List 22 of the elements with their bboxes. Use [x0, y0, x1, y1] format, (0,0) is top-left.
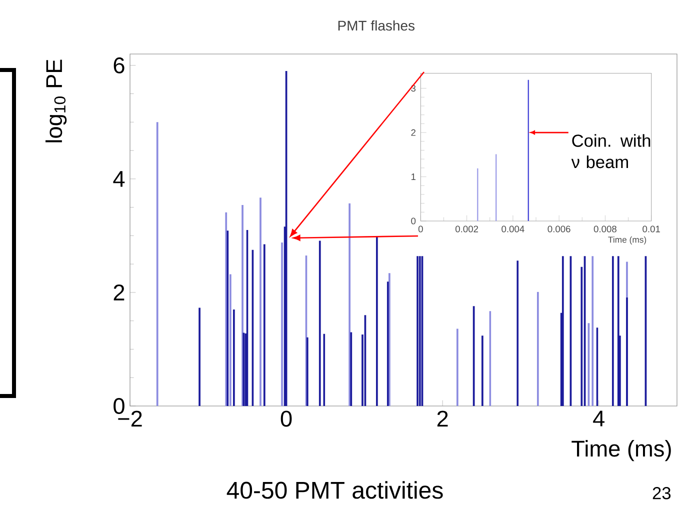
- y-tick-label: 2: [411, 129, 416, 136]
- y-tick-label: 0: [411, 218, 416, 224]
- text: 23: [652, 487, 671, 500]
- text: 40-50 PMT activities: [226, 481, 443, 499]
- x-tick-label: 0.004: [502, 226, 524, 232]
- x-tick-label: 0.01: [642, 226, 660, 232]
- y-tick-label: 6: [114, 57, 124, 74]
- x-axis-title: Time (ms): [608, 236, 646, 244]
- x-tick-label: 0.008: [594, 226, 616, 232]
- x-tick-label: 0.006: [548, 226, 570, 232]
- y-axis-title: log$_{10}$ PE: [46, 60, 67, 142]
- x-tick-label: 4: [593, 410, 604, 426]
- chart-title: PMT flashes: [338, 20, 415, 31]
- x-tick-label: 0: [280, 410, 292, 427]
- x-axis-title: Time (ms): [572, 440, 671, 462]
- y-tick-label: 4: [113, 171, 125, 187]
- x-tick-label: 0: [418, 226, 423, 232]
- x-tick-label: 2: [437, 410, 448, 427]
- y-tick-label: 1: [411, 174, 416, 180]
- y-tick-label: 2: [114, 284, 124, 300]
- x-tick-label: 0.002: [455, 226, 478, 232]
- annotation: Coin. with ν beam: [571, 134, 650, 168]
